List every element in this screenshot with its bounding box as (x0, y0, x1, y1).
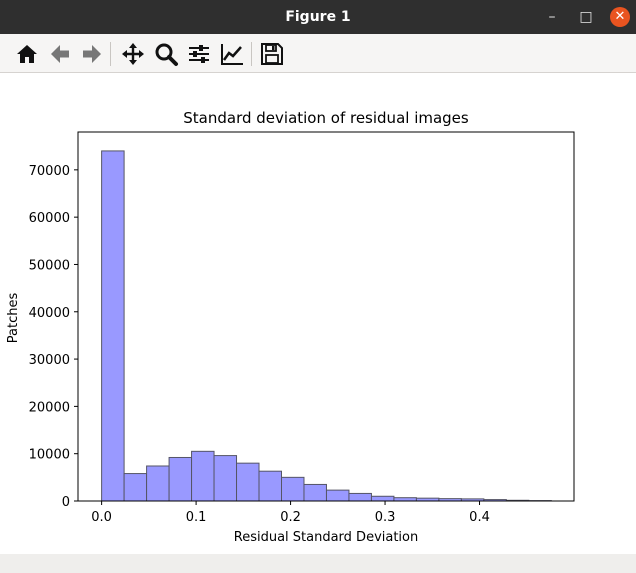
forward-arrow-icon (83, 45, 101, 63)
x-tick-label: 0.3 (375, 510, 396, 525)
save-floppy-icon (261, 43, 283, 65)
zoom-button[interactable] (153, 41, 179, 67)
histogram-bar (146, 465, 170, 502)
y-tick-label: 70000 (29, 164, 70, 179)
back-button[interactable] (47, 41, 73, 67)
histogram-bar (213, 455, 238, 502)
zoom-magnifier-icon (155, 43, 178, 66)
home-icon (17, 45, 37, 63)
y-tick-label: 10000 (29, 448, 70, 463)
axes-frame (77, 131, 575, 502)
histogram-bars (101, 150, 552, 502)
histogram-bar (168, 456, 193, 502)
home-button[interactable] (14, 41, 40, 67)
y-axis-label: Patches (6, 293, 21, 344)
y-tick-label: 40000 (29, 306, 70, 321)
x-tick-label: 0.4 (469, 510, 490, 525)
navigation-toolbar (0, 34, 636, 73)
y-tick-label: 20000 (29, 400, 70, 415)
forward-button[interactable] (79, 41, 105, 67)
window-titlebar: Figure 1 – □ ✕ (0, 0, 636, 34)
histogram-chart: Standard deviation of residual images 0.… (6, 109, 575, 545)
back-arrow-icon (51, 45, 69, 63)
status-bar (0, 554, 636, 573)
y-tick-label: 0 (62, 495, 70, 510)
y-axis-ticks: 0 10000 20000 30000 40000 50000 60000 70000 (29, 164, 78, 510)
maximize-button[interactable]: □ (579, 9, 593, 25)
x-axis-ticks: 0.0 0.1 0.2 0.3 0.4 (91, 501, 490, 525)
histogram-bar (281, 476, 305, 502)
configure-subplots-button[interactable] (186, 41, 212, 67)
toolbar-separator (251, 42, 252, 66)
histogram-bar (348, 492, 372, 502)
save-button[interactable] (259, 41, 285, 67)
histogram-bar (236, 462, 260, 502)
pan-button[interactable] (120, 41, 146, 67)
histogram-bar (123, 473, 148, 502)
toolbar-separator (110, 42, 111, 66)
histogram-bar (258, 470, 283, 502)
figure-canvas[interactable]: Standard deviation of residual images 0.… (0, 73, 636, 554)
histogram-bar (370, 495, 395, 502)
histogram-bar (191, 450, 215, 502)
x-tick-label: 0.2 (280, 510, 301, 525)
window-title: Figure 1 (285, 9, 351, 25)
x-tick-label: 0.1 (186, 510, 207, 525)
y-tick-label: 30000 (29, 353, 70, 368)
histogram-bar (101, 150, 125, 502)
configure-subplots-icon (189, 45, 209, 63)
x-axis-label: Residual Standard Deviation (234, 530, 419, 545)
chart-title: Standard deviation of residual images (183, 109, 469, 127)
y-tick-label: 60000 (29, 211, 70, 226)
edit-axis-button[interactable] (219, 41, 245, 67)
minimize-button[interactable]: – (548, 9, 556, 25)
y-tick-label: 50000 (29, 258, 70, 273)
edit-axis-lines-icon (221, 44, 243, 65)
pan-move-icon (122, 43, 144, 65)
histogram-bar (325, 489, 350, 502)
histogram-bar (303, 483, 327, 502)
x-tick-label: 0.0 (91, 510, 112, 525)
close-button[interactable]: ✕ (610, 7, 630, 27)
